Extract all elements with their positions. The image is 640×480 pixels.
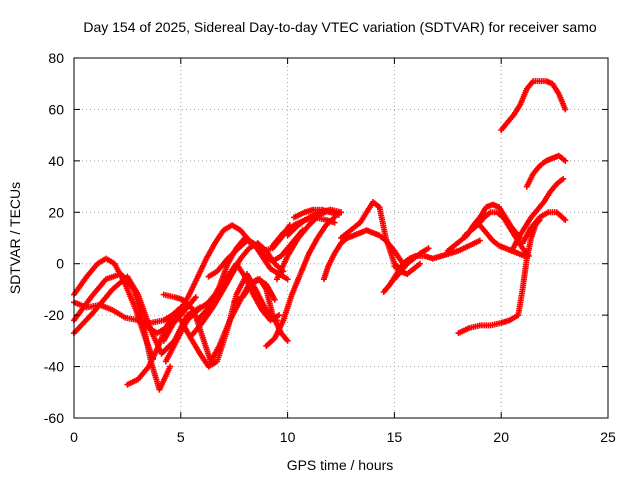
- y-tick-label: 40: [48, 153, 64, 169]
- data-point: [284, 337, 291, 344]
- series-trace-30: [523, 152, 569, 190]
- y-axis-label: SDTVAR / TECUs: [7, 182, 23, 294]
- series-trace-19: [291, 206, 342, 221]
- series-trace-24: [391, 245, 432, 283]
- x-axis-label: GPS time / hours: [287, 457, 394, 473]
- chart-title: Day 154 of 2025, Sidereal Day-to-day VTE…: [83, 19, 596, 35]
- y-tick-label: -20: [44, 307, 64, 323]
- y-tick-label: 60: [48, 101, 64, 117]
- data-point: [271, 296, 278, 303]
- data-point: [425, 245, 432, 252]
- plot-frame: [73, 57, 609, 419]
- y-tick-label: 0: [56, 256, 64, 272]
- data-point: [560, 175, 567, 182]
- plot-area: [71, 78, 569, 393]
- y-tick-label: 20: [48, 204, 64, 220]
- series-trace-10: [177, 271, 280, 370]
- data-point: [331, 214, 338, 221]
- data-point: [335, 211, 342, 218]
- x-tick-label: 10: [280, 429, 296, 445]
- data-point: [331, 219, 338, 226]
- x-tick-label: 5: [177, 429, 185, 445]
- data-point: [192, 294, 199, 301]
- series-trace-18: [269, 214, 338, 249]
- x-tick-label: 15: [387, 429, 403, 445]
- y-tick-label: -60: [44, 410, 64, 426]
- series-trace-05: [124, 304, 184, 388]
- data-point: [562, 157, 569, 164]
- data-point: [167, 363, 174, 370]
- data-point: [284, 276, 291, 283]
- series-trace-32: [519, 209, 569, 247]
- data-point: [476, 237, 483, 244]
- x-tick-label: 0: [70, 429, 78, 445]
- data-point: [562, 217, 569, 223]
- series-trace-14: [231, 276, 291, 344]
- series-trace-20: [320, 227, 406, 283]
- series-trace-29: [498, 78, 569, 133]
- series-trace-27: [476, 222, 528, 259]
- data-point: [562, 106, 569, 113]
- y-tick-label: 80: [48, 50, 64, 66]
- axis-ticks: 0 5 10 15 20 25 -60 -40 -20 0 20 40 60 80: [44, 50, 616, 445]
- y-tick-label: -40: [44, 359, 64, 375]
- x-tick-label: 20: [493, 429, 509, 445]
- series-trace-31: [508, 175, 567, 254]
- series-trace-28: [455, 217, 543, 337]
- data-point: [417, 260, 424, 267]
- series-trace-15: [263, 214, 338, 349]
- data-point: [276, 312, 283, 319]
- x-tick-label: 25: [600, 429, 616, 445]
